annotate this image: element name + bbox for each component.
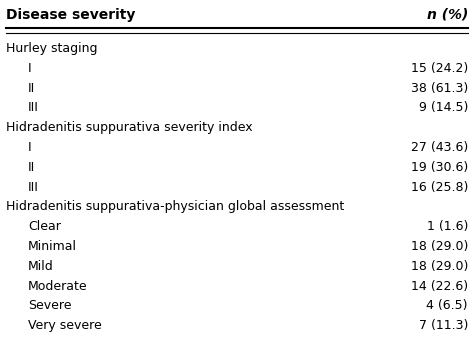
Text: n (%): n (%)	[427, 8, 468, 22]
Text: Very severe: Very severe	[28, 319, 102, 332]
Text: Disease severity: Disease severity	[6, 8, 136, 22]
Text: Clear: Clear	[28, 220, 61, 233]
Text: 16 (25.8): 16 (25.8)	[410, 181, 468, 194]
Text: 1 (1.6): 1 (1.6)	[427, 220, 468, 233]
Text: 27 (43.6): 27 (43.6)	[411, 141, 468, 154]
Text: I: I	[28, 141, 32, 154]
Text: 19 (30.6): 19 (30.6)	[411, 161, 468, 174]
Text: Hidradenitis suppurativa severity index: Hidradenitis suppurativa severity index	[6, 121, 253, 134]
Text: 18 (29.0): 18 (29.0)	[410, 260, 468, 273]
Text: II: II	[28, 82, 35, 94]
Text: 7 (11.3): 7 (11.3)	[419, 319, 468, 332]
Text: 18 (29.0): 18 (29.0)	[410, 240, 468, 253]
Text: 4 (6.5): 4 (6.5)	[427, 299, 468, 312]
Text: 9 (14.5): 9 (14.5)	[419, 101, 468, 115]
Text: III: III	[28, 181, 39, 194]
Text: 14 (22.6): 14 (22.6)	[411, 280, 468, 293]
Text: Minimal: Minimal	[28, 240, 77, 253]
Text: Moderate: Moderate	[28, 280, 88, 293]
Text: Hidradenitis suppurativa-physician global assessment: Hidradenitis suppurativa-physician globa…	[6, 200, 344, 213]
Text: II: II	[28, 161, 35, 174]
Text: Hurley staging: Hurley staging	[6, 42, 98, 55]
Text: Mild: Mild	[28, 260, 54, 273]
Text: I: I	[28, 62, 32, 75]
Text: 15 (24.2): 15 (24.2)	[411, 62, 468, 75]
Text: Severe: Severe	[28, 299, 72, 312]
Text: III: III	[28, 101, 39, 115]
Text: 38 (61.3): 38 (61.3)	[411, 82, 468, 94]
